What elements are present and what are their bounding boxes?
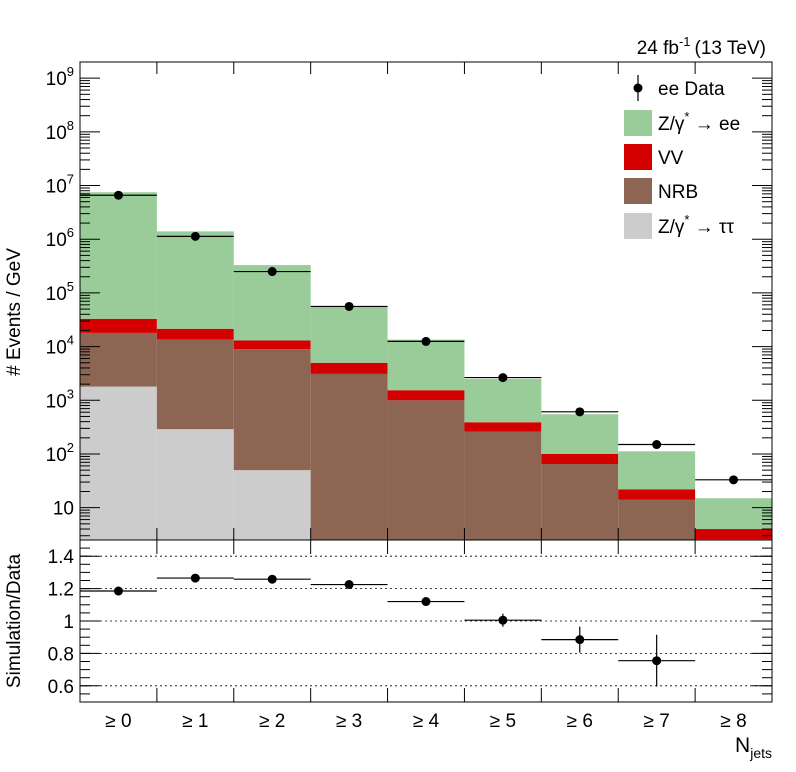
lumi-exponent: -1: [679, 34, 691, 49]
bar-vv-0: [80, 318, 157, 333]
data-point-5: [498, 373, 508, 383]
bar-ztautau-0: [80, 386, 157, 540]
legend-swatch-zee: [624, 110, 652, 136]
legend-label-zee: Z/γ* → ee: [658, 109, 740, 135]
x-tick-label-5: ≥ 5: [490, 711, 516, 732]
bar-nrb-0: [80, 332, 157, 387]
legend-label-nrb: NRB: [658, 182, 698, 203]
bar-vv-5: [464, 422, 542, 432]
main-ylabel: # Events / GeV: [4, 248, 25, 376]
ratio-panel-points: [80, 573, 696, 687]
bar-nrb-1: [156, 339, 234, 430]
ratio-point-7: [652, 656, 662, 666]
bar-zee-8: [695, 498, 772, 530]
main-ytick-label-3: 103: [46, 386, 74, 412]
x-axis-label-sub: jets: [749, 745, 772, 761]
legend-swatch-ztautau: [624, 213, 652, 239]
main-panel-bars: [80, 192, 772, 540]
data-point-1: [190, 231, 200, 241]
x-tick-label-8: ≥ 8: [720, 711, 746, 732]
legend-swatch-nrb: [624, 178, 652, 204]
main-ytick-label-7: 107: [46, 172, 74, 198]
bar-zee-2: [233, 265, 311, 341]
legend-label-vv: VV: [658, 148, 684, 169]
legend-swatch-vv: [624, 144, 652, 170]
bar-vv-3: [310, 362, 388, 374]
ratio-panel-axes: 0.6 0.8 1 1.2 1.4 ≥ 0 ≥ 1 ≥ 2 ≥ 3 ≥ 4 ≥ 5 ≥ 6 ≥ 7 ≥ 8: [48, 539, 773, 732]
bar-nrb-4: [387, 400, 465, 540]
bar-nrb-3: [310, 373, 388, 540]
energy-value: (13 TeV): [695, 38, 766, 59]
main-ytick-label-6: 106: [46, 225, 74, 251]
ratio-ylabel: Simulation/Data: [4, 554, 25, 689]
bar-nrb-7: [618, 499, 696, 540]
legend: ee Data Z/γ* → ee VV NRB Z/γ* → ττ: [624, 75, 740, 239]
bar-ztautau-1: [156, 429, 234, 540]
x-tick-label-1: ≥ 1: [182, 711, 208, 732]
ratio-ytick-label-3: 1.2: [48, 580, 74, 601]
ratio-point-5: [498, 615, 508, 625]
bar-zee-0: [80, 192, 157, 319]
data-point-4: [421, 336, 431, 346]
legend-label-ztautau: Z/γ* → ττ: [658, 212, 735, 238]
ratio-ytick-label-1: 0.8: [48, 644, 74, 665]
bar-zee-1: [156, 231, 234, 329]
x-tick-label-2: ≥ 2: [259, 711, 285, 732]
bar-vv-8: [695, 529, 772, 540]
data-point-6: [575, 407, 585, 417]
main-ytick-label-2: 102: [46, 440, 74, 466]
main-ytick-label-4: 104: [46, 333, 74, 359]
ratio-point-4: [421, 597, 431, 607]
bar-ztautau-2: [233, 470, 311, 540]
main-ytick-label-9: 109: [46, 64, 74, 90]
main-panel-data-points: [80, 190, 772, 485]
x-tick-label-0: ≥ 0: [105, 711, 131, 732]
data-point-3: [344, 301, 354, 311]
bar-nrb-5: [464, 431, 542, 540]
bar-zee-3: [310, 306, 388, 363]
bar-vv-2: [233, 340, 311, 350]
main-ytick-label-1: 10: [53, 499, 74, 520]
bar-zee-4: [387, 339, 465, 391]
bar-vv-4: [387, 390, 465, 401]
ratio-point-0: [113, 586, 123, 596]
ratio-point-1: [190, 573, 200, 583]
bar-vv-1: [156, 328, 234, 340]
x-axis-label-main: N: [735, 734, 750, 757]
ratio-ytick-label-0: 0.6: [48, 677, 74, 698]
x-tick-label-6: ≥ 6: [567, 711, 593, 732]
ratio-ytick-label-2: 1: [63, 612, 74, 633]
main-panel-axes: 10 102 103 104 105 106 107 108 109: [46, 61, 773, 541]
ratio-point-2: [267, 574, 277, 584]
data-point-7: [652, 440, 662, 450]
lumi-label: 24 fb-1 (13 TeV): [637, 34, 766, 59]
ratio-point-6: [575, 635, 585, 645]
x-axis-label: Njets: [735, 734, 772, 761]
data-point-0: [113, 190, 123, 200]
data-point-2: [267, 267, 277, 277]
main-ytick-label-5: 105: [46, 279, 74, 305]
x-tick-label-4: ≥ 4: [413, 711, 440, 732]
main-ytick-label-8: 108: [46, 118, 74, 144]
lumi-value: 24 fb: [637, 38, 679, 59]
bar-zee-5: [464, 378, 542, 423]
bar-zee-7: [618, 451, 696, 490]
ratio-ytick-label-4: 1.4: [48, 547, 75, 568]
x-tick-label-3: ≥ 3: [336, 711, 362, 732]
data-point-8: [729, 475, 739, 485]
bar-nrb-6: [541, 464, 619, 540]
bar-vv-6: [541, 453, 619, 465]
bar-vv-7: [618, 489, 696, 500]
ratio-point-3: [344, 580, 354, 590]
legend-data-marker: [633, 83, 643, 93]
bar-nrb-2: [233, 349, 311, 471]
x-tick-label-7: ≥ 7: [644, 711, 670, 732]
bar-zee-6: [541, 414, 619, 454]
legend-label-data: ee Data: [658, 79, 725, 100]
